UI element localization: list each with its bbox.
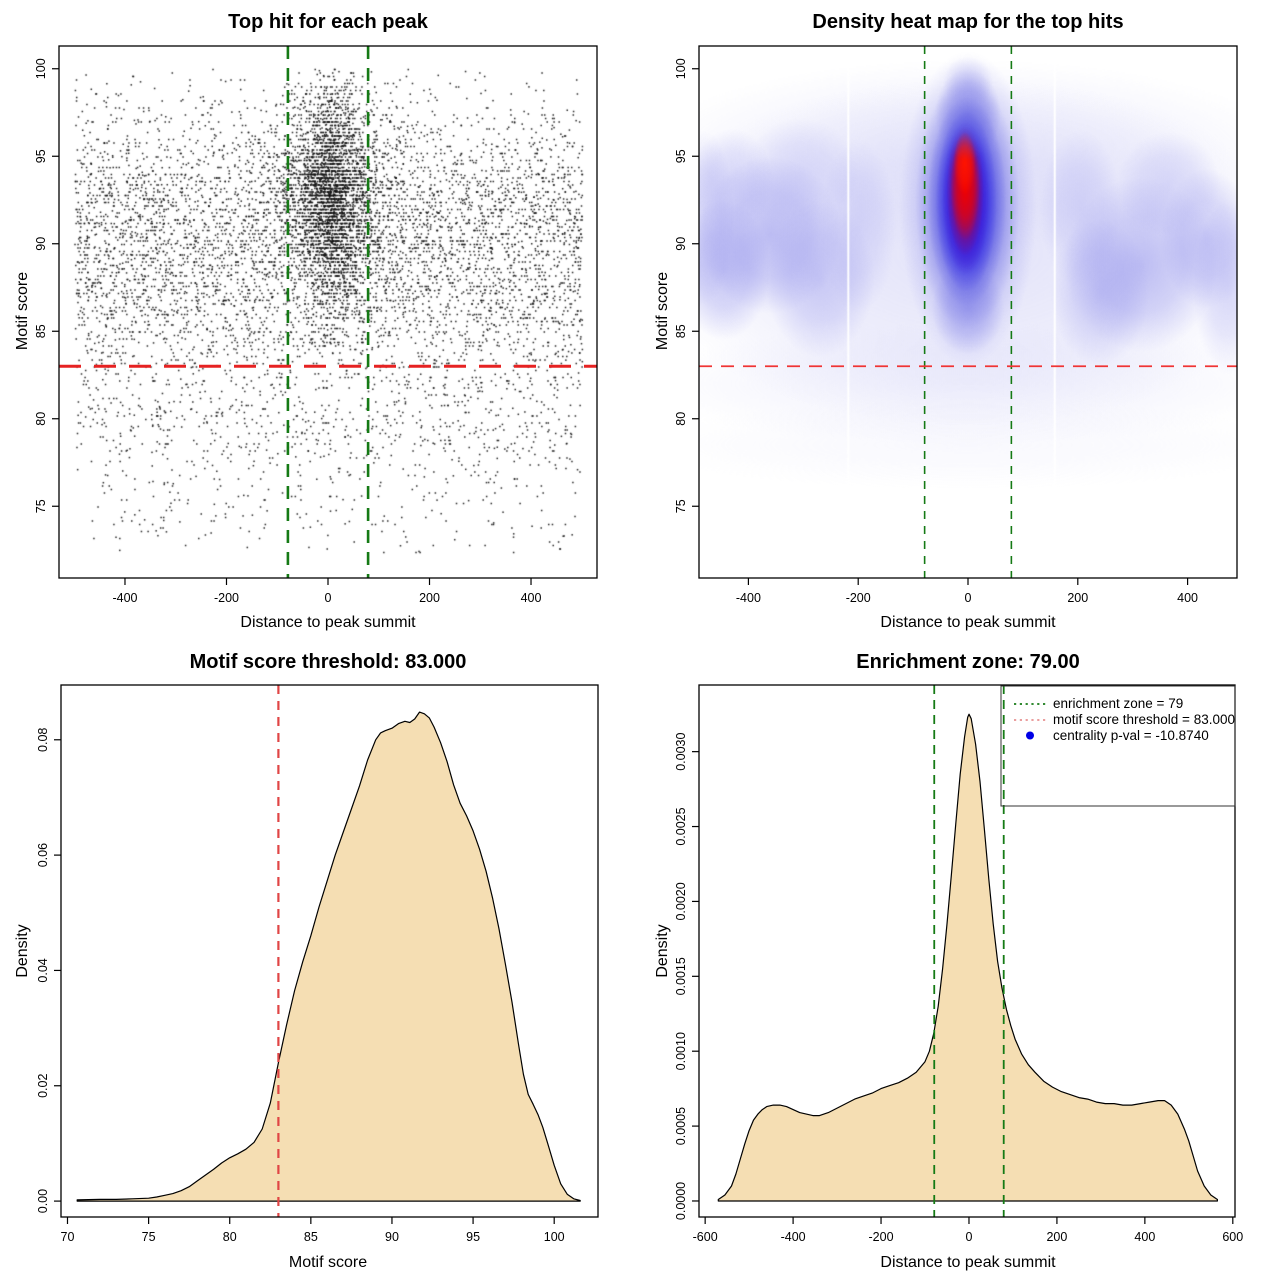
x-axis-title: Distance to peak summit: [880, 614, 1056, 631]
heatmap-plot-area: -400 -200 0 200 400 75 80 85 90 95 100: [674, 45, 1238, 605]
y-axis-tick-label: 100: [674, 58, 688, 79]
x-axis-tick-label: 0: [966, 1230, 973, 1244]
x-axis-tick-label: 200: [1046, 1230, 1067, 1244]
density-curve: [717, 713, 1218, 1202]
score-density-plot-area: 70 75 80 85 90 95 100 0.00 0.02 0.04 0.06 0.08: [36, 684, 599, 1244]
x-axis-title: Motif score: [288, 1254, 368, 1271]
y-axis-tick-label: 95: [674, 149, 688, 163]
x-axis-tick-label: -400: [781, 1230, 806, 1244]
x-axis-tick-label: 70: [61, 1230, 75, 1244]
y-axis-tick-label: 85: [34, 324, 48, 338]
x-axis-tick-label: -200: [869, 1230, 894, 1244]
x-axis-tick-label: 90: [385, 1230, 399, 1244]
y-axis-title: Density: [14, 924, 31, 978]
legend-point-sample: [1026, 731, 1034, 740]
x-axis-tick-label: 0: [325, 591, 332, 605]
y-axis-tick-label: 0.04: [36, 958, 50, 982]
y-axis-title: Density: [654, 924, 671, 978]
x-axis-tick-label: 400: [521, 591, 542, 605]
x-axis-tick-label: -400: [736, 591, 761, 605]
y-axis-tick-label: 0.06: [36, 843, 50, 867]
y-axis-tick-label: 0.08: [36, 728, 50, 752]
y-axis-tick-label: 90: [34, 237, 48, 251]
x-axis-tick-label: 85: [304, 1230, 318, 1244]
scatter-plot-area: -400 -200 0 200 400 75 80 85 90 95 100: [34, 45, 598, 605]
x-axis-tick-label: -600: [693, 1230, 718, 1244]
scatter-points-layer: [59, 46, 597, 578]
y-axis-tick-label: 0.00: [36, 1189, 50, 1213]
x-axis-tick-label: 100: [544, 1230, 565, 1244]
y-axis-tick-label: 0.0015: [674, 957, 688, 995]
y-axis-title: Motif score: [654, 271, 671, 351]
y-axis-tick-label: 100: [34, 58, 48, 79]
x-axis-tick-label: -200: [214, 591, 239, 605]
x-axis-tick-label: 0: [965, 591, 972, 605]
x-axis-tick-label: 75: [142, 1230, 156, 1244]
page-title: Top hit for each peak: [228, 11, 428, 33]
y-axis-tick-label: 0.0010: [674, 1032, 688, 1070]
panel-top-hit-scatter: Top hit for each peak -400 -200 0 200 400 75 8…: [0, 0, 640, 640]
y-axis-tick-label: 0.0025: [674, 807, 688, 845]
y-axis-tick-label: 80: [674, 412, 688, 426]
y-axis-title: Motif score: [14, 271, 31, 351]
panel-distance-density: Enrichment zone: 79.00 -600 -400 -200 0 200 4…: [640, 640, 1280, 1280]
y-axis-tick-label: 80: [34, 412, 48, 426]
y-axis-tick-label: 0.0020: [674, 882, 688, 920]
x-axis-tick-label: 80: [223, 1230, 237, 1244]
legend-box: [1000, 685, 1236, 807]
distance-density-plot-area: -600 -400 -200 0 200 400 600 0.0000 0.0005 0.0010…: [674, 684, 1243, 1244]
x-axis-tick-label: -400: [112, 591, 137, 605]
plot-box: [698, 684, 1236, 1218]
page-title: Density heat map for the top hits: [812, 11, 1124, 33]
panel-motif-score-density: Motif score threshold: 83.000 70 75 80 85 90…: [0, 640, 640, 1280]
page-title: Motif score threshold: 83.000: [189, 651, 467, 673]
y-axis-tick-label: 0.0030: [674, 732, 688, 770]
x-axis-tick-label: 200: [419, 591, 440, 605]
legend-item-label: motif score threshold = 83.000: [1053, 712, 1235, 727]
y-axis-tick-label: 95: [34, 149, 48, 163]
plot-box: [698, 45, 1238, 579]
y-axis-tick-label: 0.0000: [674, 1182, 688, 1220]
x-axis-tick-label: 200: [1067, 591, 1088, 605]
panel-density-heatmap: Density heat map for the top hits -400 -2…: [640, 0, 1280, 640]
x-axis-title: Distance to peak summit: [240, 614, 416, 631]
plot-box: [58, 45, 598, 579]
y-axis-tick-label: 85: [674, 324, 688, 338]
x-axis-tick-label: 400: [1177, 591, 1198, 605]
x-axis-tick-label: -200: [846, 591, 871, 605]
x-axis-tick-label: 600: [1222, 1230, 1243, 1244]
y-axis-tick-label: 0.0005: [674, 1107, 688, 1145]
x-axis-tick-label: 95: [466, 1230, 480, 1244]
y-axis-tick-label: 0.02: [36, 1074, 50, 1098]
heatmap-layer: [699, 46, 1237, 578]
plot-box: [60, 684, 599, 1218]
y-axis-tick-label: 75: [34, 499, 48, 513]
density-curve: [76, 711, 581, 1202]
x-axis-title: Distance to peak summit: [880, 1254, 1056, 1271]
y-axis-tick-label: 75: [674, 499, 688, 513]
legend-item-label: enrichment zone = 79: [1053, 696, 1183, 711]
legend-item-label: centrality p-val = -10.8740: [1053, 728, 1209, 743]
x-axis-tick-label: 400: [1134, 1230, 1155, 1244]
y-axis-tick-label: 90: [674, 237, 688, 251]
page-title: Enrichment zone: 79.00: [856, 651, 1080, 673]
